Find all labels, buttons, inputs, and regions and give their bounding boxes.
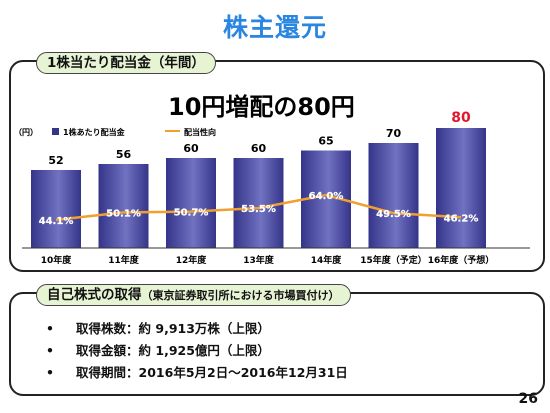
bar: [31, 170, 81, 248]
legend-bar-label: 1株あたり配当金: [63, 127, 126, 137]
payout-ratio-label: 44.1%: [39, 216, 74, 227]
list-item: • 取得期間：2016年5月2日～2016年12月31日: [46, 362, 348, 384]
item-label: 取得期間: [76, 365, 127, 380]
item-value: 約 9,913万株（上限）: [138, 321, 270, 336]
bar-value-label: 65: [318, 135, 333, 148]
bar-value-label: 80: [451, 110, 471, 126]
payout-ratio-label: 49.5%: [376, 209, 411, 220]
item-label: 取得金額: [76, 343, 127, 358]
bar: [368, 143, 419, 248]
buyback-panel: [9, 292, 545, 396]
bar-value-label: 52: [48, 154, 63, 167]
payout-ratio-label: 64.0%: [309, 191, 344, 202]
bar: [436, 128, 486, 248]
legend-bar-swatch: [52, 128, 59, 135]
bar-value-label: 60: [183, 142, 199, 155]
bullet-icon: •: [46, 365, 54, 380]
category-label: 10年度: [41, 254, 73, 266]
buyback-sublabel: （東京証券取引所における市場買付け）: [141, 289, 340, 302]
bar: [233, 158, 284, 248]
payout-ratio-label: 46.2%: [444, 213, 479, 224]
payout-ratio-label: 50.7%: [174, 208, 209, 219]
bar-value-label: 56: [116, 148, 132, 161]
category-label: 15年度（予定）: [360, 254, 427, 266]
buyback-list: • 取得株数：約 9,913万株（上限） • 取得金額：約 1,925億円（上限） …: [46, 318, 348, 384]
payout-ratio-line: [55, 193, 462, 222]
bar-value-label: 70: [386, 127, 402, 140]
list-item: • 取得金額：約 1,925億円（上限）: [46, 340, 348, 362]
legend-line-label: 配当性向: [184, 127, 216, 137]
payout-ratio-label: 53.5%: [241, 204, 276, 215]
bar: [98, 164, 149, 248]
page-title: 株主還元: [222, 13, 327, 42]
category-label: 12年度: [176, 254, 208, 266]
category-label: 16年度（予想）: [428, 254, 495, 266]
category-label: 14年度: [311, 254, 343, 266]
bar-value-label: 60: [251, 142, 267, 155]
dividend-headline: 10円増配の80円: [168, 93, 355, 121]
bar: [166, 158, 216, 248]
bullet-icon: •: [46, 343, 54, 358]
list-item: • 取得株数：約 9,913万株（上限）: [46, 318, 348, 340]
payout-ratio-label: 50.1%: [106, 208, 141, 219]
y-unit-label: （円）: [14, 127, 38, 137]
item-value: 約 1,925億円（上限）: [138, 343, 270, 358]
item-label: 取得株数: [76, 321, 127, 336]
category-label: 13年度: [243, 254, 275, 266]
bullet-icon: •: [46, 321, 54, 336]
buyback-section-label: 自己株式の取得（東京証券取引所における市場買付け）: [36, 284, 351, 306]
category-label: 11年度: [108, 254, 140, 266]
buyback-label: 自己株式の取得: [47, 287, 142, 303]
page-number: 26: [518, 391, 538, 407]
dividend-section-label: 1株当たり配当金（年間）: [36, 52, 216, 74]
item-value: 2016年5月2日～2016年12月31日: [138, 365, 348, 380]
